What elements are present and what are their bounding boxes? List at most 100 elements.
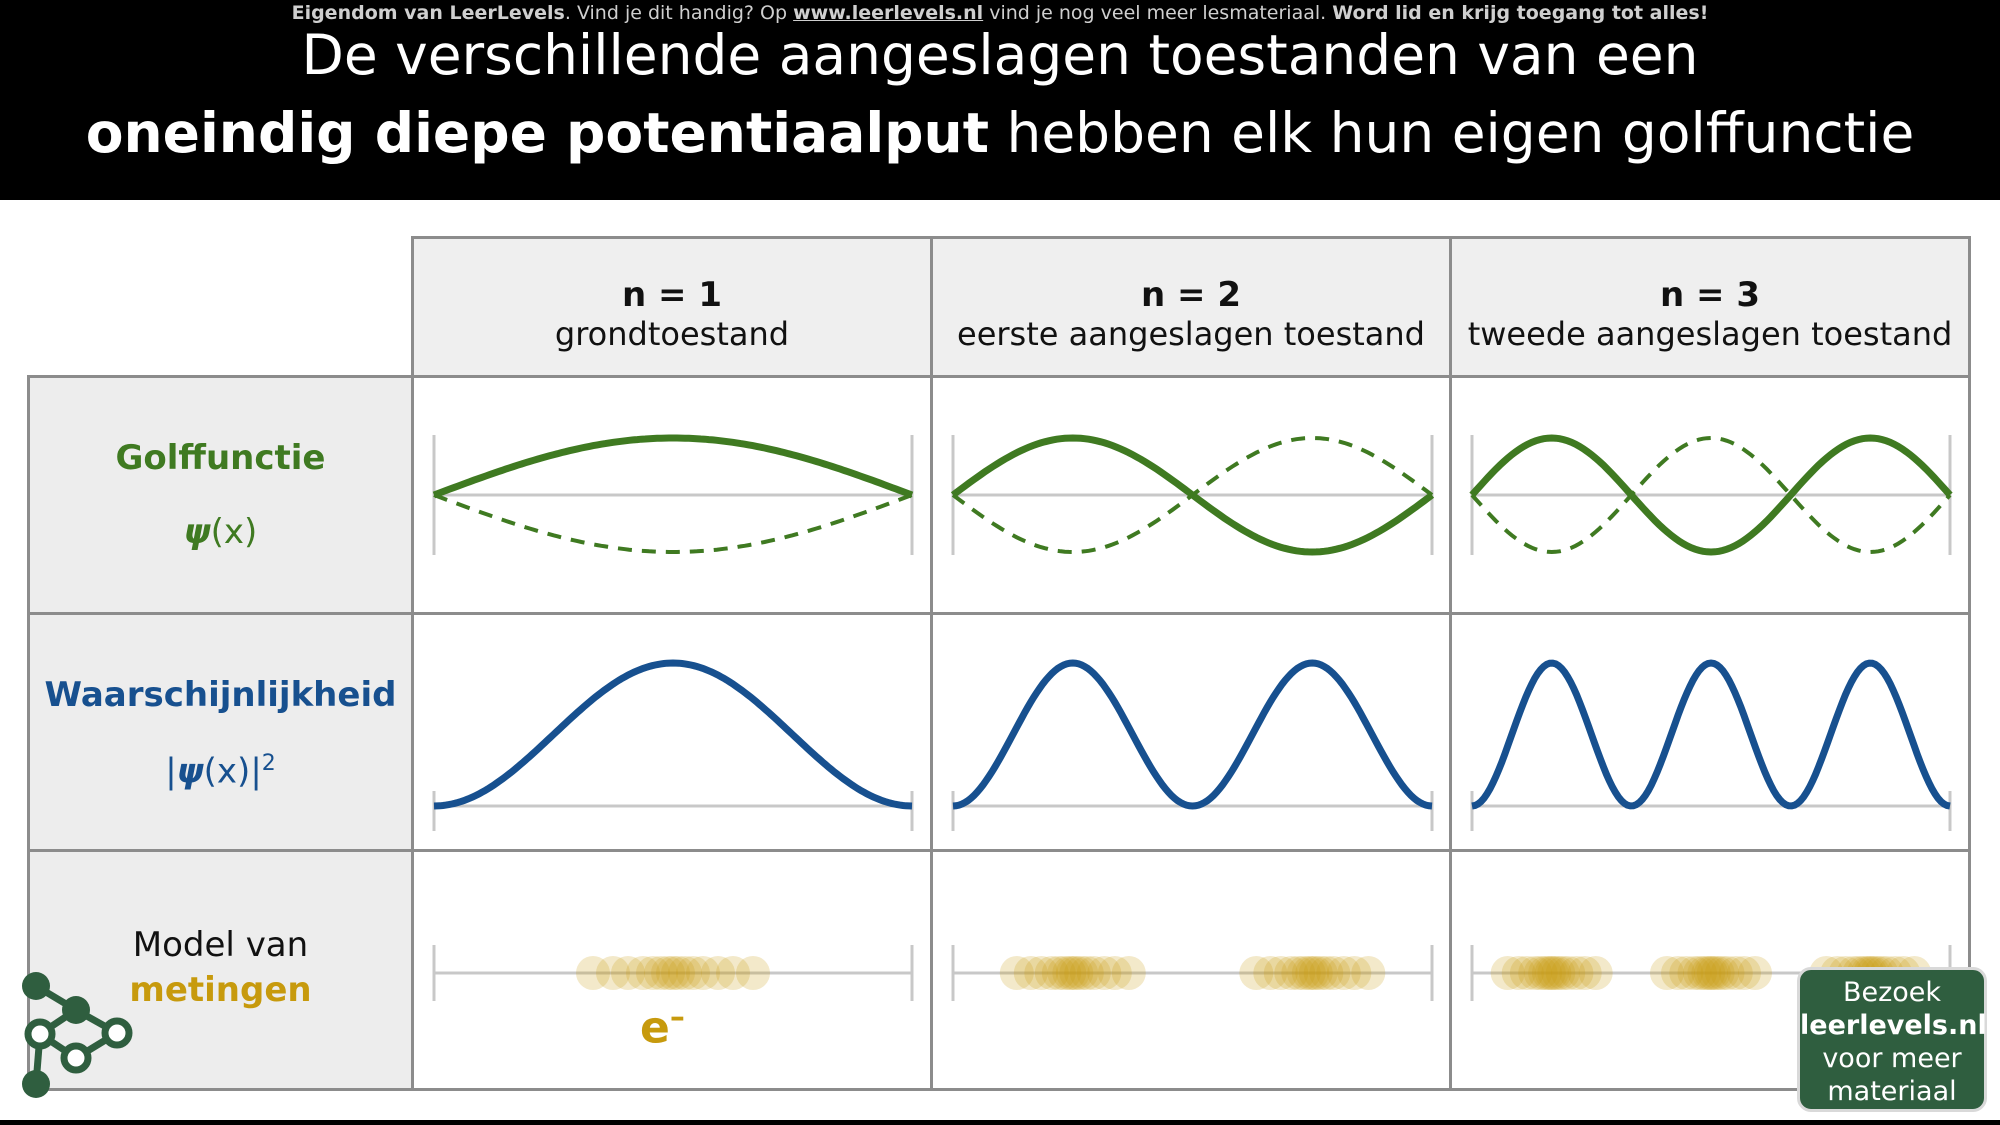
- page-title-line2: oneindig diepe potentiaalput hebben elk …: [0, 100, 2000, 166]
- measurement-dot: [1541, 956, 1576, 990]
- measurement-dot: [1034, 956, 1069, 990]
- measurement-dot: [1718, 956, 1753, 990]
- measurement-dot: [644, 956, 678, 990]
- exponent: 2: [261, 751, 276, 776]
- measurement-dot: [651, 956, 685, 990]
- measurement-dot: [1076, 956, 1111, 990]
- wavefunction-mirror-n1: [433, 493, 913, 554]
- title-bold: oneindig diepe potentiaalput: [85, 101, 989, 165]
- measurement-dot: [1286, 956, 1321, 990]
- measurement-dot: [656, 956, 690, 990]
- wavefunction-curve-n2: [950, 434, 1435, 556]
- measurement-dot: [1528, 956, 1563, 990]
- page-title-line1: De verschillende aangeslagen toestanden …: [301, 23, 1699, 87]
- column-n-label: n = 2: [1140, 275, 1242, 315]
- measurement-dot: [1727, 956, 1761, 990]
- measurement-dot: [636, 956, 670, 990]
- model-subtitle: metingen: [129, 970, 312, 1010]
- measurement-dot: [596, 956, 630, 990]
- column-desc: grondtoestand: [554, 315, 790, 353]
- measurement-dot: [1052, 956, 1087, 990]
- measurement-dot: [576, 956, 610, 990]
- measurement-dot: [1669, 956, 1704, 990]
- measurement-dot: [686, 956, 720, 990]
- measurement-dot: [716, 956, 750, 990]
- measurement-dot: [1055, 956, 1090, 990]
- notice-text: . Vind je dit handig? Op: [564, 2, 794, 24]
- measurement-dot: [1650, 956, 1684, 990]
- plots-layer: [432, 434, 1953, 1001]
- measurement-dot: [1253, 956, 1288, 990]
- measurement-dot: [1567, 956, 1602, 990]
- measurement-dot: [1501, 956, 1536, 990]
- measurement-dot: [701, 956, 735, 990]
- measurement-dot: [1069, 956, 1104, 990]
- measurement-dot: [1551, 956, 1586, 990]
- psi-arg: (x): [210, 512, 258, 552]
- measurement-dot: [1691, 956, 1726, 990]
- measurement-dot: [1518, 956, 1553, 990]
- measurement-dot: [1087, 956, 1122, 990]
- probability-title: Waarschijnlijkheid: [44, 675, 397, 715]
- measurement-dot: [736, 956, 770, 990]
- electron-symbol: e: [640, 1002, 670, 1054]
- measurement-dot: [1295, 956, 1330, 990]
- leerlevels-logo-icon: [22, 972, 133, 1098]
- column-n-label: n = 3: [1659, 275, 1761, 315]
- wavefunction-symbol: ψ(x): [30, 512, 411, 552]
- measurement-dot: [1041, 956, 1076, 990]
- measurement-dot: [1047, 956, 1082, 990]
- measurement-dot: [626, 956, 660, 990]
- measurement-dot: [1700, 956, 1735, 990]
- column-header-n1: n = 1 grondtoestand: [411, 236, 933, 378]
- measurement-dot: [1559, 956, 1594, 990]
- measurement-dot: [1303, 956, 1338, 990]
- cta-line4: materiaal: [1827, 1076, 1957, 1107]
- measurement-dot: [1509, 956, 1544, 990]
- probability-curve-n2: [952, 659, 1433, 810]
- ownership-notice: Eigendom van LeerLevels. Vind je dit han…: [0, 2, 2000, 24]
- wavefunction-title: Golffunctie: [115, 438, 326, 478]
- notice-cta: Word lid en krijg toegang tot alles!: [1332, 2, 1709, 24]
- measurement-dot: [1064, 956, 1099, 990]
- measurement-dot: [1013, 956, 1048, 990]
- measurement-dot: [1274, 956, 1309, 990]
- measurement-dot: [1351, 956, 1386, 990]
- measurement-dot: [1705, 956, 1739, 990]
- row-label-wavefunction: Golffunctie ψ(x): [27, 375, 414, 615]
- probability-curve-n1: [433, 659, 913, 810]
- probability-curve-n3: [1471, 659, 1951, 810]
- visit-website-button[interactable]: Bezoek leerlevels.nl voor meer materiaal: [1797, 967, 1987, 1112]
- wavefunction-curve-n3: [1469, 434, 1953, 556]
- website-link[interactable]: www.leerlevels.nl: [793, 2, 984, 24]
- measurement-dot: [1710, 956, 1745, 990]
- measurement-dot: [1677, 956, 1712, 990]
- notice-owner: Eigendom van LeerLevels: [291, 2, 565, 24]
- measurement-dot: [1531, 956, 1566, 990]
- measurement-dot: [1239, 956, 1274, 990]
- measurement-dot: [1687, 956, 1722, 990]
- column-n-label: n = 1: [621, 275, 723, 315]
- measurement-dot: [1694, 956, 1728, 990]
- electron-label: e–: [640, 1000, 685, 1054]
- measurement-dot: [1661, 956, 1695, 990]
- title-rest: hebben elk hun eigen golffunctie: [989, 101, 1915, 165]
- notice-text-2: vind je nog veel meer lesmateriaal.: [983, 2, 1333, 24]
- measurement-dot: [1316, 956, 1351, 990]
- cta-line1: Bezoek: [1842, 977, 1942, 1008]
- measurement-dot: [1537, 956, 1572, 990]
- measurement-dot: [661, 956, 695, 990]
- measurement-dot: [1281, 956, 1316, 990]
- electron-charge: –: [669, 1000, 685, 1035]
- wavefunction-mirror-n3: [1470, 435, 1952, 555]
- measurement-dot: [999, 956, 1034, 990]
- content-panel: n = 1 grondtoestand n = 2 eerste aangesl…: [0, 200, 2000, 1120]
- measurement-dot: [1696, 956, 1731, 990]
- cta-line2: leerlevels.nl: [1800, 1010, 1987, 1041]
- measurement-dot: [1263, 956, 1298, 990]
- model-title: Model van: [132, 925, 309, 965]
- measurement-dot: [1337, 956, 1372, 990]
- measurement-dot: [1111, 956, 1146, 990]
- measurement-dot: [676, 956, 710, 990]
- measurement-dot: [1291, 956, 1326, 990]
